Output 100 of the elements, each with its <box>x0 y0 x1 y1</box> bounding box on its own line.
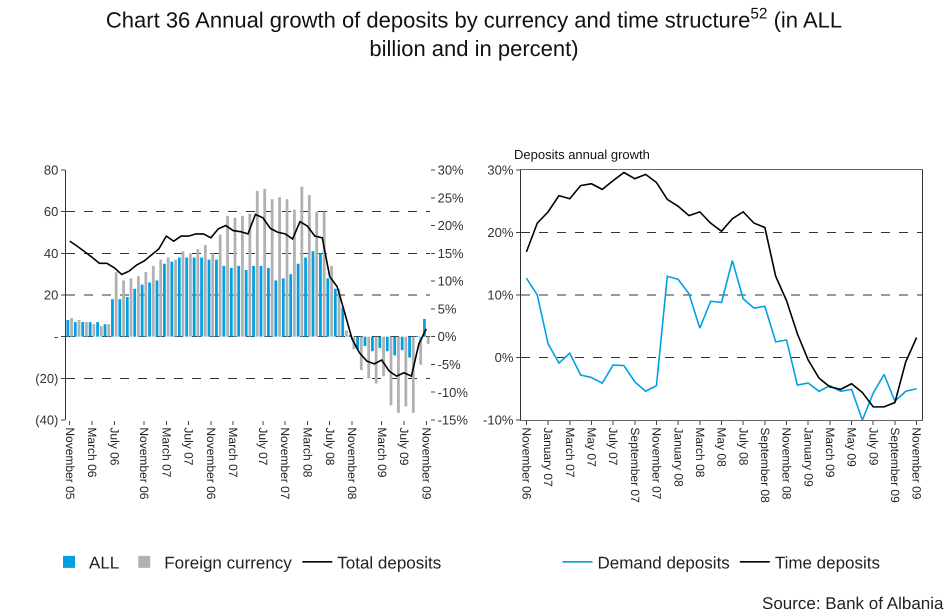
bar <box>274 280 278 337</box>
x-tick-label: November 07 <box>650 427 664 500</box>
bar <box>300 186 304 337</box>
y2-tick-label: -5% <box>438 356 462 372</box>
chart-title: Chart 36 Annual growth of deposits by currency and time structure$^{52}$ (in ALL billion and in percent) <box>106 5 842 62</box>
bar <box>234 218 236 337</box>
line-series <box>526 260 918 420</box>
legend-label: Demand deposits <box>598 553 730 572</box>
x-tick-label: March 08 <box>300 427 315 478</box>
bar <box>404 336 408 406</box>
y-tick-label: - <box>54 329 58 344</box>
x-tick-label: March 07 <box>226 427 240 478</box>
bar <box>215 260 218 337</box>
x-tick-label: July 07 <box>182 427 196 466</box>
legend-label: ALL <box>89 553 120 572</box>
x-tick-label: March 06 <box>85 427 100 478</box>
x-tick-label: November 07 <box>278 427 292 500</box>
bar <box>378 336 382 348</box>
bar <box>326 278 330 337</box>
y-tick-label: 0% <box>494 350 514 366</box>
bar <box>426 336 430 344</box>
bar <box>260 266 262 337</box>
x-tick-label: March 08 <box>692 427 707 478</box>
bar <box>174 260 177 337</box>
bar <box>330 266 333 337</box>
bar <box>148 282 151 337</box>
bar <box>312 251 314 337</box>
x-tick-label: September 07 <box>628 427 642 504</box>
bar <box>248 214 252 337</box>
bar <box>345 330 348 337</box>
bar <box>92 324 96 337</box>
x-tick-label: September 09 <box>888 427 902 504</box>
x-tick-label: November 06 <box>137 427 152 500</box>
x-tick-label: July 07 <box>606 427 620 466</box>
bar <box>304 258 307 337</box>
bar <box>104 324 106 337</box>
x-tick-label: January 07 <box>541 427 556 488</box>
y-tick-label: (20) <box>35 370 58 386</box>
bar <box>390 336 392 406</box>
x-tick-label: January 08 <box>671 427 686 488</box>
x-tick-label: November 09 <box>419 427 434 500</box>
y2-tick-label: -15% <box>438 412 468 428</box>
x-tick-label: November 08 <box>780 427 794 500</box>
x-tick-label: November 09 <box>910 427 924 500</box>
y2-tick-label: 10% <box>438 274 464 289</box>
bar <box>118 299 122 337</box>
bar <box>170 262 174 337</box>
bar <box>137 276 140 337</box>
bar <box>364 336 366 346</box>
bar <box>189 253 192 337</box>
y-tick-label: (40) <box>35 412 58 428</box>
x-tick-label: May 08 <box>714 427 729 468</box>
y2-tick-label: 5% <box>438 301 457 316</box>
x-tick-label: July 07 <box>256 427 270 466</box>
bar <box>293 210 296 337</box>
x-tick-label: May 09 <box>844 427 859 468</box>
bar <box>408 336 411 358</box>
bar <box>70 318 73 337</box>
bar <box>267 268 270 337</box>
bar <box>96 322 99 337</box>
x-tick-label: March 09 <box>374 427 389 478</box>
bar <box>66 320 70 337</box>
x-tick-label: November 05 <box>62 427 77 500</box>
bar <box>218 234 222 337</box>
line-series <box>526 172 918 408</box>
y2-tick-label: 25% <box>438 190 464 206</box>
x-tick-label: March 07 <box>562 427 577 478</box>
bar <box>382 336 385 376</box>
x-tick-label: March 09 <box>822 427 837 478</box>
bar <box>85 322 88 337</box>
bar <box>159 260 162 337</box>
legend-label: Foreign currency <box>164 553 292 572</box>
legend-label: Total deposits <box>337 553 442 572</box>
x-tick-label: May 07 <box>584 427 599 468</box>
y-tick-label: 60 <box>44 204 58 220</box>
bar <box>319 253 322 337</box>
bar <box>252 266 255 337</box>
chart-title: Deposits annual growth <box>514 147 650 162</box>
bar <box>278 197 281 337</box>
y2-tick-label: 15% <box>438 246 464 261</box>
bar <box>144 272 148 337</box>
y-tick-label: 30% <box>487 162 514 178</box>
y2-tick-label: -10% <box>438 384 468 400</box>
bar <box>226 216 229 337</box>
bar <box>122 280 125 337</box>
y-tick-label: 20 <box>44 288 58 303</box>
x-tick-label: July 08 <box>322 427 337 466</box>
source-note: Source: Bank of Albania <box>762 594 944 611</box>
bar <box>163 264 166 337</box>
legend-label: Time deposits <box>774 553 880 572</box>
bar <box>371 336 374 352</box>
bar <box>130 278 132 337</box>
bar <box>111 299 114 337</box>
bar <box>397 336 400 413</box>
y-tick-label: 80 <box>44 162 58 178</box>
y2-tick-label: 0% <box>438 329 457 344</box>
x-tick-label: November 06 <box>204 427 218 500</box>
x-tick-label: March 07 <box>159 427 174 478</box>
bar <box>289 274 292 337</box>
bar <box>222 266 226 337</box>
